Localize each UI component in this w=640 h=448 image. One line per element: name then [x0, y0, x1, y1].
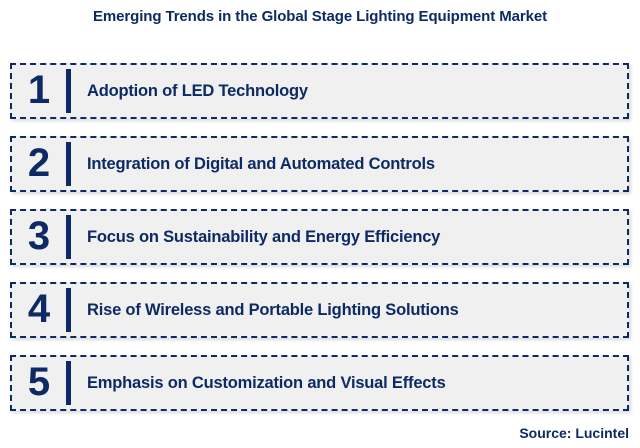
trend-item: 4 Rise of Wireless and Portable Lighting…	[10, 282, 629, 338]
trend-item: 3 Focus on Sustainability and Energy Eff…	[10, 209, 629, 265]
trend-number: 4	[27, 287, 51, 331]
trend-number: 3	[27, 214, 51, 258]
page-title: Emerging Trends in the Global Stage Ligh…	[93, 8, 547, 25]
vertical-divider	[66, 142, 71, 186]
trend-label: Adoption of LED Technology	[87, 81, 308, 100]
vertical-divider	[66, 361, 71, 405]
trend-item: 1 Adoption of LED Technology	[10, 63, 629, 119]
vertical-divider	[66, 215, 71, 259]
trend-label: Rise of Wireless and Portable Lighting S…	[87, 300, 459, 319]
source-credit: Source: Lucintel	[519, 425, 629, 441]
trend-item: 2 Integration of Digital and Automated C…	[10, 136, 629, 192]
trend-number: 2	[27, 141, 51, 185]
trend-list: 1 Adoption of LED Technology 2 Integrati…	[10, 63, 629, 428]
trend-label: Integration of Digital and Automated Con…	[87, 154, 435, 173]
trend-label: Focus on Sustainability and Energy Effic…	[87, 227, 441, 246]
trend-number: 5	[27, 360, 51, 404]
trend-number: 1	[27, 68, 51, 112]
vertical-divider	[66, 69, 71, 113]
trend-label: Emphasis on Customization and Visual Eff…	[87, 373, 446, 392]
vertical-divider	[66, 288, 71, 332]
trend-item: 5 Emphasis on Customization and Visual E…	[10, 355, 629, 411]
